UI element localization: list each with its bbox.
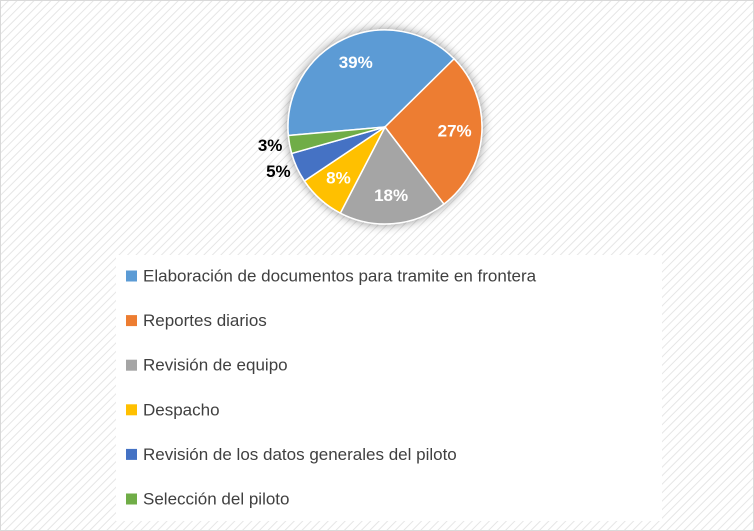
data-label: 5% [266,162,291,181]
data-label: 8% [326,169,351,188]
pie-slice [384,57,483,206]
data-label: 27% [438,121,472,140]
legend-swatch [126,493,137,505]
pie-slice [287,126,386,155]
data-label: 3% [258,136,283,155]
legend-label: Revisión de los datos generales del pilo… [143,445,457,464]
legend-swatch [126,404,137,416]
data-label: 18% [374,186,408,205]
legend-swatch [126,359,137,371]
legend-background [116,255,662,521]
pie-slice [287,29,456,137]
data-label: 39% [339,53,373,72]
legend-label: Revisión de equipo [143,356,288,375]
legend-label: Reportes diarios [143,311,267,330]
legend-label: Elaboración de documentos para tramite e… [143,266,537,285]
legend-swatch [126,315,137,327]
legend-swatch [126,448,137,460]
legend-label: Selección del piloto [143,489,289,508]
pie [287,29,483,225]
legend-label: Despacho [143,400,220,419]
pie-slice [339,125,445,225]
legend-swatch [126,270,137,282]
